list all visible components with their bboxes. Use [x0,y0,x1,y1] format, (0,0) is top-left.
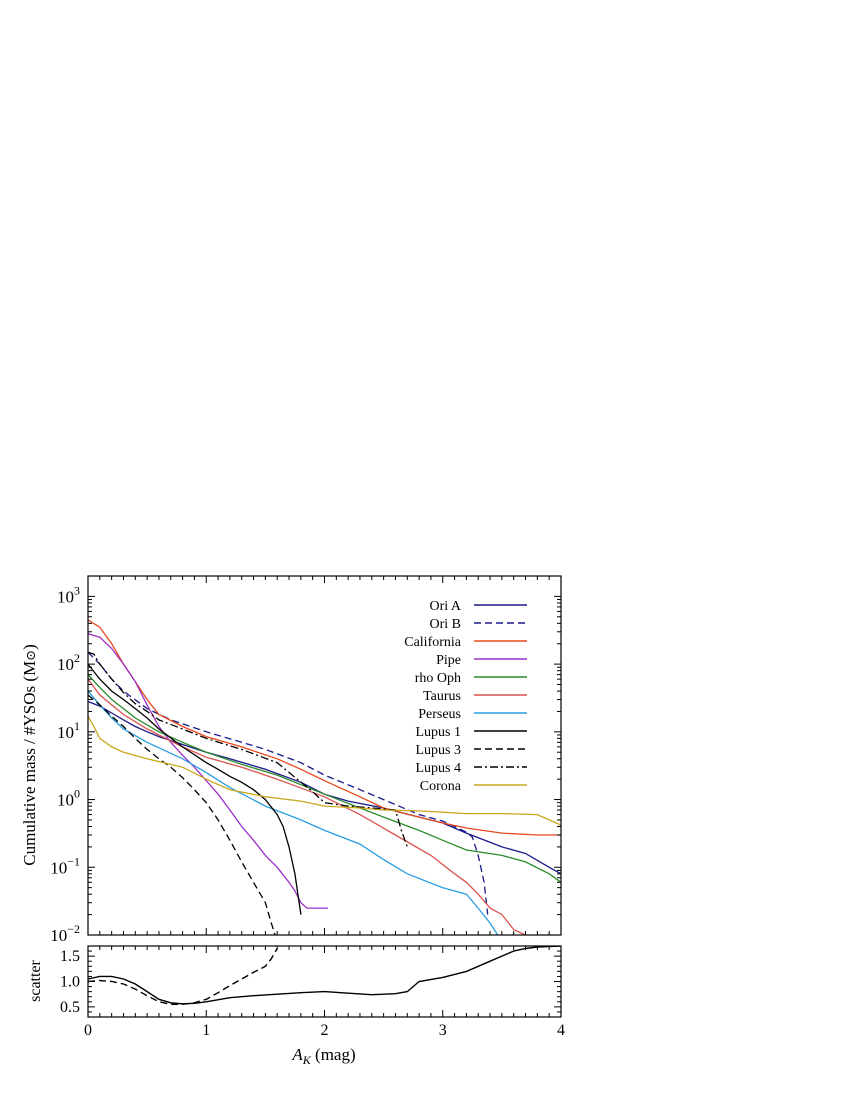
scatter-series-group [88,946,561,1005]
x-tick-label: 3 [439,1022,447,1039]
legend-label-taurus: Taurus [423,689,461,704]
scatter-line-dashed [88,948,278,1005]
scatter-ytick-labels: 0.5 1.0 1.5 [60,948,80,1016]
legend-label-lupus-4: Lupus 4 [416,761,462,776]
legend-label-ori-a: Ori A [430,599,462,614]
legend-label-corona: Corona [420,779,462,794]
scatter-ticks-group [87,945,562,1017]
x-tick-labels: 0 1 2 3 4 [84,1022,565,1039]
x-axis-label: AK (mag) [291,1045,355,1067]
x-tick-label: 4 [557,1022,565,1039]
series-line-lupus-4 [88,651,408,848]
series-line-lupus-3 [88,694,276,935]
legend-label-ori-b: Ori B [430,617,462,632]
series-line-perseus [88,690,499,935]
scatter-line-solid [88,946,561,1005]
scatter-y-tick-label: 0.5 [60,999,80,1016]
y-tick-label: 10−2 [50,922,80,945]
scatter-panel: 0.5 1.0 1.5 0 1 2 3 4 scatter AK (mag) [27,945,565,1067]
x-tick-label: 1 [202,1022,210,1039]
y-tick-label: 103 [57,583,80,606]
scatter-plot-frame [87,945,562,1018]
series-line-rho-oph [88,674,561,883]
scatter-y-tick-label: 1.5 [60,948,80,965]
legend: Ori A Ori B California Pipe rho Oph Taurus Per… [404,599,527,794]
main-ticks-group [87,575,562,936]
x-tick-label: 2 [321,1022,329,1039]
legend-label-california: California [404,635,462,650]
x-tick-label: 0 [84,1022,92,1039]
main-ytick-labels: 103 102 101 100 10−1 10−2 [50,583,80,945]
scatter-y-tick-label: 1.0 [60,974,80,991]
y-tick-label: 101 [57,719,80,742]
legend-label-lupus-3: Lupus 3 [416,743,462,758]
series-line-corona [88,715,561,826]
legend-label-pipe: Pipe [436,653,461,668]
legend-label-perseus: Perseus [418,707,461,722]
series-line-ori-a [88,700,561,875]
series-line-ori-b [88,651,489,915]
legend-label-rho-oph: rho Oph [415,671,461,686]
series-line-lupus-1 [88,663,302,915]
main-panel: 103 102 101 100 10−1 10−2 Cumulative mass / #… [20,575,562,945]
main-series-group [88,619,561,935]
y-tick-label: 100 [57,787,80,810]
legend-label-lupus-1: Lupus 1 [416,725,462,740]
main-plot-frame [87,575,562,936]
series-line-pipe [88,633,328,909]
y-tick-label: 102 [57,651,80,674]
main-y-axis-label: Cumulative mass / #YSOs (M⊙) [20,644,39,866]
y-tick-label: 10−1 [50,854,80,877]
scatter-y-axis-label: scatter [27,959,44,1001]
